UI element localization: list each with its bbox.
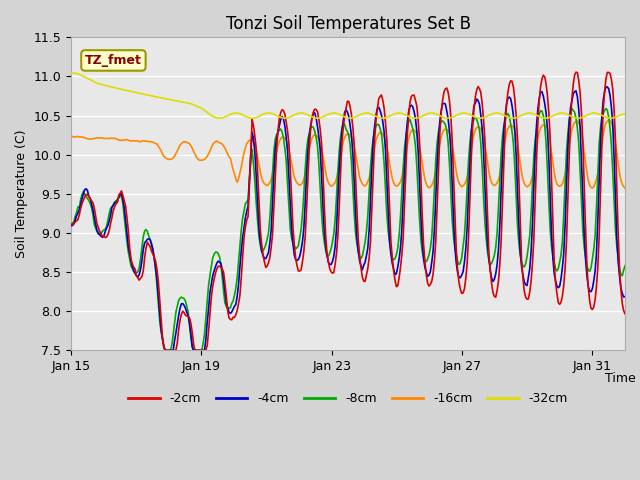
Text: TZ_fmet: TZ_fmet [85,54,142,67]
X-axis label: Time: Time [605,372,636,385]
Title: Tonzi Soil Temperatures Set B: Tonzi Soil Temperatures Set B [225,15,470,33]
Y-axis label: Soil Temperature (C): Soil Temperature (C) [15,130,28,258]
Legend: -2cm, -4cm, -8cm, -16cm, -32cm: -2cm, -4cm, -8cm, -16cm, -32cm [124,387,573,410]
